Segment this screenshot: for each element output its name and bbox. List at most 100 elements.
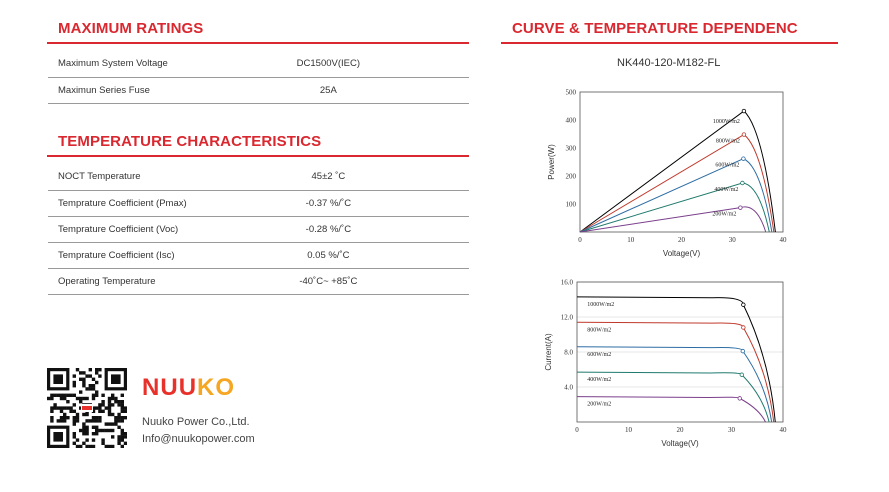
qr-module xyxy=(56,406,60,410)
qr-module xyxy=(95,390,99,394)
qr-module xyxy=(63,419,67,423)
qr-module xyxy=(72,403,76,407)
temp-char-row: Temprature Coefficient (Voc) -0.28 %/˚C xyxy=(48,216,469,243)
qr-module xyxy=(114,422,118,426)
curve-rule xyxy=(501,42,838,44)
qr-module xyxy=(72,409,76,413)
max-ratings-value: 25A xyxy=(277,77,380,104)
qr-module xyxy=(63,412,67,417)
max-ratings-label: Maximum System Voltage xyxy=(48,51,278,78)
qr-module xyxy=(66,400,70,404)
y-tick-label: 200 xyxy=(566,173,577,181)
qr-module xyxy=(72,380,76,385)
series-label: 800W/m2 xyxy=(587,327,611,333)
qr-module xyxy=(56,393,60,397)
qr-module xyxy=(72,441,76,445)
model-name: NK440-120-M182-FL xyxy=(617,57,721,69)
max-ratings-row: Maximum System Voltage DC1500V(IEC) xyxy=(48,51,469,78)
qr-finder-core xyxy=(111,374,121,384)
qr-module xyxy=(82,371,86,375)
max-ratings-row: Maximun Series Fuse 25A xyxy=(48,77,469,104)
qr-module xyxy=(72,374,76,378)
temp-char-label: Operating Temperature xyxy=(48,268,278,295)
qr-module xyxy=(91,444,96,448)
company-name: Nuuko Power Co.,Ltd. xyxy=(142,416,250,428)
qr-module xyxy=(56,419,60,423)
qr-module xyxy=(82,441,86,445)
qr-module xyxy=(98,406,102,410)
qr-module xyxy=(82,425,86,429)
qr-module xyxy=(111,422,115,426)
qr-module xyxy=(111,435,115,439)
qr-module xyxy=(91,419,96,423)
qr-module xyxy=(123,406,127,410)
qr-module xyxy=(98,419,102,423)
series-label: 200W/m2 xyxy=(587,402,611,408)
qr-module xyxy=(91,387,96,391)
x-tick-label: 40 xyxy=(780,426,788,434)
qr-module xyxy=(91,438,96,442)
y-tick-label: 16.0 xyxy=(561,279,574,287)
qr-module xyxy=(91,416,96,420)
x-axis-label: Voltage(V) xyxy=(661,439,699,448)
qr-module xyxy=(59,406,64,410)
qr-module xyxy=(101,428,105,433)
y-tick-label: 100 xyxy=(566,201,577,209)
qr-module xyxy=(91,409,96,413)
qr-module xyxy=(82,384,86,388)
x-tick-label: 20 xyxy=(677,426,685,434)
qr-module xyxy=(82,380,86,385)
x-tick-label: 0 xyxy=(578,236,582,244)
qr-module xyxy=(75,444,80,448)
qr-module xyxy=(117,435,121,439)
x-tick-label: 10 xyxy=(627,236,635,244)
qr-module xyxy=(82,412,86,417)
qr-module xyxy=(117,425,121,429)
qr-module xyxy=(117,441,121,445)
qr-module xyxy=(120,432,124,436)
x-tick-label: 30 xyxy=(728,426,736,434)
qr-module xyxy=(104,444,108,448)
qr-module xyxy=(123,432,127,436)
qr-module xyxy=(50,406,54,410)
qr-module xyxy=(85,419,89,423)
qr-module xyxy=(98,409,102,413)
qr-module xyxy=(120,393,124,397)
qr-module xyxy=(123,409,127,413)
qr-module xyxy=(120,419,124,423)
qr-module xyxy=(91,432,96,436)
qr-module xyxy=(85,396,89,401)
qr-module xyxy=(120,409,124,413)
qr-module xyxy=(82,396,86,401)
qr-module xyxy=(59,409,64,413)
qr-module xyxy=(82,377,86,381)
qr-module xyxy=(50,393,54,397)
qr-module xyxy=(88,384,92,388)
temp-char-row: Operating Temperature -40˚C~ +85˚C xyxy=(48,268,469,295)
temp-char-value: -40˚C~ +85˚C xyxy=(277,268,380,295)
temp-char-row: Temprature Coefficient (Isc) 0.05 %/˚C xyxy=(48,242,469,269)
qr-module xyxy=(117,412,121,417)
qr-module xyxy=(88,368,92,372)
temp-char-title: TEMPERATURE CHARACTERISTICS xyxy=(58,133,322,150)
qr-module xyxy=(79,371,83,375)
qr-module xyxy=(63,416,67,420)
qr-module xyxy=(75,438,80,442)
qr-center-logo xyxy=(82,406,92,410)
qr-module xyxy=(66,393,70,397)
qr-module xyxy=(88,444,92,448)
qr-module xyxy=(111,412,115,417)
mpp-point xyxy=(741,325,746,330)
qr-module xyxy=(117,403,121,407)
x-tick-label: 20 xyxy=(678,236,686,244)
qr-module xyxy=(107,444,112,448)
qr-module xyxy=(63,406,67,410)
qr-module xyxy=(91,396,96,401)
qr-module xyxy=(95,380,99,385)
temp-char-value: -0.28 %/˚C xyxy=(277,216,380,243)
qr-module xyxy=(72,419,76,423)
mpp-point xyxy=(741,302,746,307)
qr-module xyxy=(85,374,89,378)
qr-module xyxy=(72,422,76,426)
qr-module xyxy=(104,406,108,410)
